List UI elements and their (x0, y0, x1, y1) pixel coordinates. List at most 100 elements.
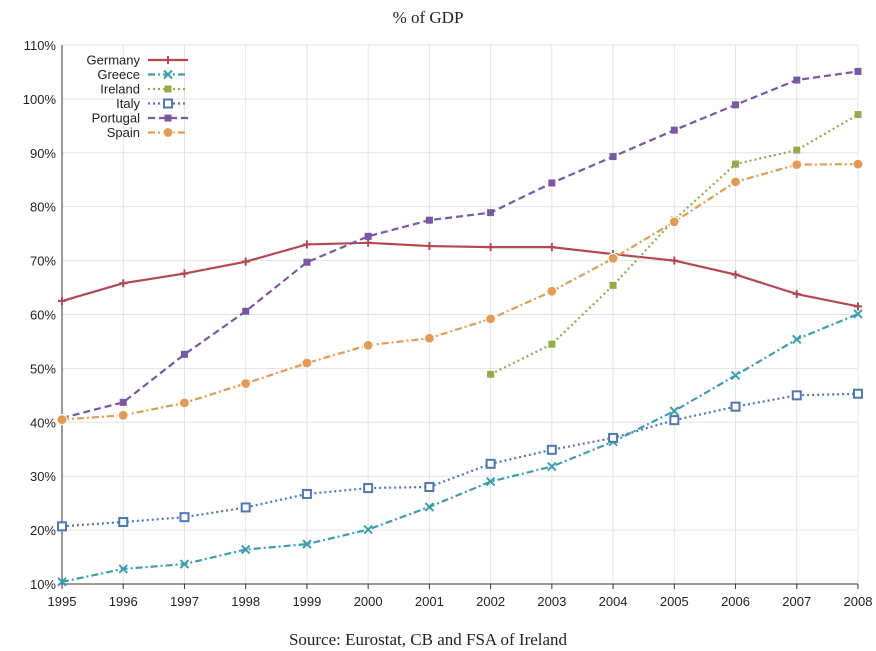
data-point-portugal (180, 350, 188, 358)
data-point-greece (179, 559, 190, 569)
legend-label: Spain (107, 125, 140, 140)
axes: 10% 20% 30% 40% 50% 60% 70% 80% 90% 100% 110% 1995 1… (23, 38, 873, 609)
y-tick-label: 30% (30, 469, 56, 484)
legend-swatch-marker (163, 98, 173, 109)
legend-label: Portugal (92, 111, 141, 126)
data-point-italy (485, 458, 496, 469)
legend-label: Germany (87, 53, 141, 68)
y-tick-label: 20% (30, 523, 56, 538)
legend-swatch-marker (164, 85, 172, 93)
x-tick-label: 2002 (476, 594, 505, 609)
data-point-germany (302, 240, 311, 249)
data-point-portugal (487, 209, 495, 217)
data-point-greece (57, 577, 67, 587)
data-point-italy (546, 444, 557, 455)
y-tick-label: 90% (30, 146, 56, 161)
data-point-italy (118, 517, 129, 528)
chart-source: Source: Eurostat, CB and FSA of Ireland (289, 630, 568, 649)
data-point-ireland (793, 146, 801, 154)
data-point-portugal (732, 101, 740, 109)
x-tick-label: 2003 (537, 594, 566, 609)
x-tick-label: 1996 (109, 594, 138, 609)
data-point-ireland (548, 340, 556, 348)
legend-label: Greece (97, 67, 140, 82)
data-point-spain (791, 159, 803, 171)
series-line-portugal (61, 70, 859, 420)
data-point-portugal (670, 126, 678, 134)
data-point-italy (301, 488, 312, 499)
data-point-greece (424, 502, 435, 512)
series-italy (57, 388, 863, 532)
data-point-germany (119, 279, 128, 288)
data-point-greece (730, 370, 741, 381)
series-line-greece (61, 312, 859, 583)
y-tick-label: 100% (23, 92, 57, 107)
series-line-italy (61, 392, 859, 528)
data-point-spain (362, 339, 374, 351)
y-tick-label: 40% (30, 415, 56, 430)
data-point-italy (57, 521, 67, 532)
data-point-spain (117, 409, 129, 421)
data-point-italy (730, 401, 741, 412)
data-point-italy (853, 388, 863, 399)
data-point-spain (56, 414, 68, 426)
data-point-germany (58, 297, 66, 306)
data-point-ireland (854, 111, 862, 119)
y-tick-label: 80% (30, 200, 56, 215)
y-tick-label: 50% (30, 361, 56, 376)
data-point-italy (179, 512, 190, 523)
x-tick-label: 2007 (782, 594, 811, 609)
chart-subtitle: % of GDP (393, 8, 464, 27)
data-point-germany (241, 257, 250, 266)
data-point-portugal (793, 76, 801, 84)
data-point-greece (302, 539, 312, 549)
data-point-greece (792, 334, 802, 345)
x-tick-label: 2005 (660, 594, 689, 609)
data-point-portugal (854, 67, 862, 75)
x-tick-label: 2004 (599, 594, 628, 609)
data-point-portugal (548, 179, 556, 187)
data-point-portugal (425, 216, 433, 224)
data-point-italy (424, 481, 435, 492)
x-tick-label: 2006 (721, 594, 750, 609)
data-point-spain (240, 377, 252, 390)
data-point-spain (607, 252, 619, 265)
data-point-spain (729, 176, 742, 188)
series-line-spain (61, 163, 859, 421)
data-point-italy (669, 415, 680, 426)
x-tick-label: 1997 (170, 594, 199, 609)
data-point-spain (546, 285, 558, 297)
data-point-greece (363, 524, 373, 535)
data-point-portugal (609, 153, 617, 161)
data-point-germany (792, 290, 801, 299)
data-point-greece (853, 309, 863, 319)
data-point-spain (852, 158, 864, 170)
data-point-portugal (119, 398, 127, 406)
series-greece (57, 309, 863, 587)
data-point-greece (485, 476, 496, 487)
data-point-portugal (303, 258, 311, 266)
y-tick-label: 70% (30, 254, 56, 269)
data-point-italy (240, 502, 251, 513)
grid-lines (61, 44, 859, 585)
data-point-italy (791, 390, 802, 401)
legend-item-greece: Greece (97, 67, 188, 82)
data-point-germany (854, 302, 862, 311)
y-tick-label: 60% (30, 308, 56, 323)
data-point-spain (301, 357, 313, 369)
legend-item-spain: Spain (107, 125, 188, 140)
data-point-germany (547, 243, 556, 252)
legend-swatch-marker (164, 56, 172, 64)
data-point-italy (608, 432, 619, 443)
data-point-germany (486, 243, 495, 252)
legend-item-ireland: Ireland (100, 82, 188, 97)
legend-item-italy: Italy (116, 96, 188, 111)
data-point-greece (240, 544, 251, 555)
y-tick-label: 110% (24, 38, 57, 53)
data-point-portugal (364, 232, 372, 240)
data-point-germany (364, 238, 373, 247)
series-line-germany (61, 241, 859, 308)
data-point-greece (118, 564, 128, 574)
x-tick-label: 2008 (844, 594, 873, 609)
